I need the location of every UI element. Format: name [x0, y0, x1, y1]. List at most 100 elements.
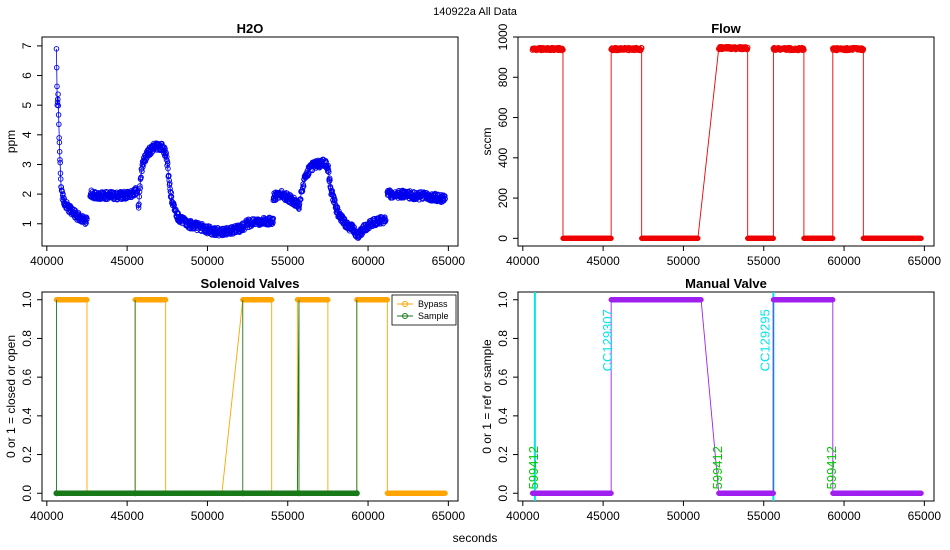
- solenoid-ytick-label: 0.6: [20, 368, 34, 385]
- manual-ytick-label: 0.4: [496, 407, 510, 424]
- h2o-xtick-label: 50000: [191, 254, 225, 268]
- h2o-plot-frame: [41, 36, 459, 247]
- flow-series-line: [532, 47, 922, 239]
- bypass-point: [442, 490, 448, 496]
- figure-xlabel: seconds: [453, 531, 498, 545]
- h2o-point: [54, 99, 61, 105]
- h2o-point: [324, 168, 331, 174]
- h2o-point: [351, 224, 357, 230]
- sample-point: [295, 490, 302, 497]
- h2o-point: [57, 176, 64, 182]
- h2o-xtick-label: 60000: [351, 254, 385, 268]
- flow-point: [638, 45, 645, 51]
- h2o-xtick-label: 65000: [432, 254, 466, 268]
- h2o-data: [53, 46, 448, 241]
- flow-plot-frame: [517, 36, 935, 247]
- h2o-point: [156, 141, 162, 147]
- h2o-title: H2O: [237, 21, 264, 36]
- solenoid-xtick-label: 65000: [432, 509, 466, 523]
- flow-point: [918, 235, 924, 241]
- flow-point: [744, 44, 751, 51]
- bypass-point: [269, 297, 275, 303]
- h2o-xtick-label: 55000: [271, 254, 305, 268]
- flow-xtick-label: 55000: [747, 254, 781, 268]
- manual-point: [608, 490, 614, 496]
- h2o-point: [325, 167, 332, 173]
- flow-point: [608, 235, 614, 241]
- flow-xtick-label: 50000: [667, 254, 701, 268]
- h2o-point: [341, 215, 348, 222]
- h2o-point: [55, 112, 62, 118]
- flow-ytick-label: 200: [496, 188, 510, 208]
- h2o-point: [136, 201, 142, 207]
- h2o-point: [55, 91, 61, 97]
- h2o-ytick-label: 2: [20, 190, 34, 197]
- flow-point: [695, 235, 701, 241]
- h2o-point: [71, 206, 78, 213]
- manual-xtick-label: 65000: [908, 509, 942, 523]
- solenoid-ytick-label: 0.8: [20, 330, 34, 347]
- solenoid-ytick-label: 1.0: [20, 291, 34, 308]
- h2o-point: [297, 196, 304, 203]
- sample-point: [53, 490, 60, 497]
- h2o-point: [164, 158, 171, 164]
- h2o-point: [163, 150, 169, 157]
- flow-point: [801, 47, 807, 53]
- manual-ytick-label: 0.6: [496, 368, 510, 385]
- h2o-point: [138, 174, 144, 181]
- flow-ytick-label: 800: [496, 67, 510, 87]
- manual-point: [770, 490, 777, 496]
- h2o-point: [56, 148, 63, 155]
- h2o-point: [300, 183, 307, 189]
- h2o-point: [306, 171, 312, 177]
- h2o-point: [59, 188, 65, 195]
- solenoid-ylabel: 0 or 1 = closed or open: [4, 335, 18, 458]
- solenoid-legend-label: Bypass: [418, 299, 448, 309]
- h2o-point: [270, 219, 276, 226]
- solenoid-plot-frame: [41, 291, 459, 502]
- manual-ytick-label: 0.8: [496, 330, 510, 347]
- manual-ytick-label: 1.0: [496, 291, 510, 308]
- solenoid-ytick-label: 0.4: [20, 407, 34, 424]
- manual-plot-frame: [517, 291, 935, 502]
- h2o-point: [53, 64, 60, 71]
- manual-series-line: [532, 299, 922, 494]
- flow-point: [830, 235, 836, 241]
- h2o-point: [326, 169, 332, 175]
- solenoid-xtick-label: 55000: [271, 509, 305, 523]
- h2o-xtick-label: 40000: [30, 254, 64, 268]
- solenoid-xtick-label: 50000: [191, 509, 225, 523]
- manual-point: [830, 297, 836, 303]
- sample-series-line: [56, 299, 358, 494]
- h2o-point: [57, 159, 63, 166]
- h2o-point: [270, 215, 277, 222]
- h2o-point: [136, 189, 143, 195]
- h2o-point: [56, 139, 63, 146]
- solenoid-legend-label: Sample: [418, 311, 449, 321]
- manual-ylabel: 0 or 1 = ref or sample: [480, 339, 494, 454]
- h2o-ytick-label: 7: [20, 42, 34, 49]
- sample-point: [353, 490, 360, 497]
- manual-ytick-label: 0.0: [496, 485, 510, 502]
- flow-xtick-label: 65000: [908, 254, 942, 268]
- h2o-point: [382, 217, 389, 224]
- bypass-point: [84, 297, 90, 303]
- h2o-ytick-label: 4: [20, 131, 34, 138]
- h2o-point: [331, 194, 337, 201]
- h2o-point: [442, 193, 448, 199]
- h2o-point: [165, 165, 171, 172]
- h2o-ytick-label: 5: [20, 102, 34, 109]
- flow-ylabel: sccm: [480, 128, 494, 156]
- solenoid-ytick-label: 0.2: [20, 446, 34, 463]
- h2o-point: [299, 188, 306, 194]
- h2o-point: [134, 188, 140, 195]
- flow-xtick-label: 60000: [827, 254, 861, 268]
- h2o-point: [332, 197, 338, 204]
- h2o-ylabel: ppm: [4, 130, 18, 153]
- flow-ytick-label: 600: [496, 107, 510, 127]
- h2o-ytick-label: 6: [20, 72, 34, 79]
- sample-point: [239, 490, 246, 497]
